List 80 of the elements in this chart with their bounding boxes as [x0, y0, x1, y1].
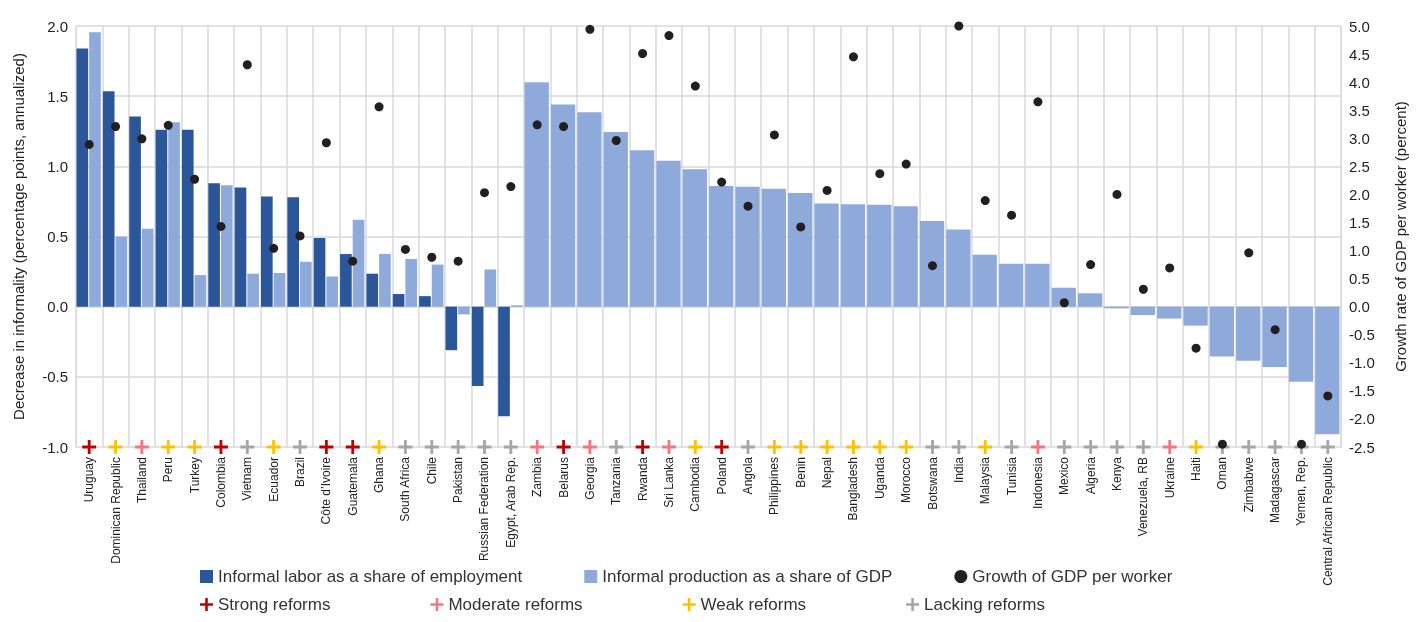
x-tick-label: Yemen, Rep. [1294, 457, 1309, 526]
y-tick-label: -0.5 [42, 368, 68, 386]
y2-tick-label: 4.0 [1349, 73, 1370, 91]
x-tick-label: Ghana [372, 456, 387, 494]
x-tick-label: Peru [161, 457, 176, 483]
legend-label: Informal labor as a share of employment [218, 567, 523, 586]
y2-tick-label: 2.5 [1349, 157, 1370, 175]
x-tick-label: Algeria [1083, 456, 1098, 495]
y-tick-label: -1.0 [42, 438, 68, 456]
legend-label: Strong reforms [218, 595, 331, 614]
y2-tick-label: 1.5 [1349, 213, 1370, 231]
y2-tick-label: 3.0 [1349, 129, 1370, 147]
y2-tick-label: 1.0 [1349, 242, 1370, 260]
y-tick-label: 0.5 [47, 228, 68, 245]
x-tick-label: Vietnam [240, 457, 255, 501]
x-tick-label: Bangladesh [846, 457, 861, 521]
x-tick-label: Guatemala [345, 456, 360, 516]
x-tick-label: Chile [424, 456, 439, 485]
y-tick-label: 2.0 [47, 17, 68, 35]
x-tick-label: Central African Republic [1320, 457, 1335, 586]
x-tick-label: South Africa [398, 456, 413, 522]
x-tick-label: Rwanda [635, 456, 650, 502]
x-tick-label: Georgia [582, 456, 597, 500]
x-tick-label: Thailand [134, 457, 149, 504]
x-tick-label: Mexico [1057, 456, 1072, 496]
y2-tick-label: 0.5 [1349, 270, 1370, 288]
x-tick-label: Tanzania [609, 456, 624, 506]
legend-label: Weak reforms [700, 595, 807, 614]
y2-tick-label: 2.0 [1349, 185, 1370, 203]
x-tick-label: Côte d’Ivoire [319, 456, 334, 525]
x-tick-label: Nepal [820, 457, 835, 489]
legend-label: Lacking reforms [924, 595, 1046, 614]
x-tick-label: Venezuela, RB [1136, 457, 1151, 537]
y2-tick-label: 3.5 [1349, 101, 1370, 119]
y2-tick-label: -0.5 [1349, 326, 1375, 344]
x-tick-label: Oman [1215, 457, 1230, 490]
legend-label: Moderate reforms [448, 595, 583, 614]
y2-tick-label: -1.5 [1349, 382, 1375, 400]
x-tick-label: Brazil [293, 457, 308, 488]
y2-tick-label: -2.0 [1349, 410, 1375, 428]
x-tick-label: India [951, 456, 966, 484]
x-tick-label: Pakistan [451, 457, 466, 504]
legend-label: Growth of GDP per worker [972, 567, 1173, 586]
y-tick-label: 0.0 [47, 298, 68, 316]
x-tick-label: Dominican Republic [108, 457, 123, 564]
x-tick-label: Russian Federation [477, 457, 492, 562]
x-tick-label: Egypt, Arab Rep. [503, 457, 518, 548]
x-tick-label: Ecuador [266, 457, 281, 502]
x-tick-label: Zimbabwe [1241, 456, 1256, 513]
x-tick-label: Kenya [1109, 456, 1124, 492]
x-tick-label: Belarus [556, 457, 571, 498]
y2-tick-label: 0.0 [1349, 298, 1370, 316]
x-tick-label: Angola [741, 456, 756, 495]
x-tick-label: Colombia [213, 456, 228, 508]
x-tick-label: Malaysia [978, 456, 993, 505]
x-tick-label: Cambodia [688, 456, 703, 512]
x-tick-label: Indonesia [1030, 456, 1045, 510]
x-tick-label: Haiti [1189, 457, 1204, 482]
x-tick-label: Botswana [925, 456, 940, 510]
y-tick-label: 1.5 [47, 87, 68, 105]
y2-tick-label: 5.0 [1349, 17, 1370, 35]
x-tick-label: Sri Lanka [661, 456, 676, 508]
x-tick-label: Morocco [899, 456, 914, 504]
x-tick-label: Poland [714, 457, 729, 495]
x-tick-label: Uganda [872, 456, 887, 500]
x-tick-label: Philippines [767, 457, 782, 516]
x-tick-label: Zambia [530, 456, 545, 498]
y-axis-title: Decrease in informality (percentage points, annualized) [10, 53, 27, 420]
y2-tick-label: 4.5 [1349, 45, 1370, 63]
y2-tick-label: -1.0 [1349, 354, 1375, 372]
legend-label: Informal production as a share of GDP [602, 567, 893, 586]
x-tick-label: Uruguay [82, 457, 97, 503]
x-tick-label: Ukraine [1162, 456, 1177, 499]
x-tick-label: Turkey [187, 457, 202, 494]
x-tick-label: Madagascar [1268, 457, 1283, 524]
y-tick-label: 1.0 [47, 157, 68, 175]
y2-axis-title: Growth rate of GDP per worker (percent) [1392, 101, 1409, 372]
x-tick-label: Benin [793, 457, 808, 488]
x-tick-label: Tunisia [1004, 456, 1019, 496]
y2-tick-label: -2.5 [1349, 438, 1375, 456]
